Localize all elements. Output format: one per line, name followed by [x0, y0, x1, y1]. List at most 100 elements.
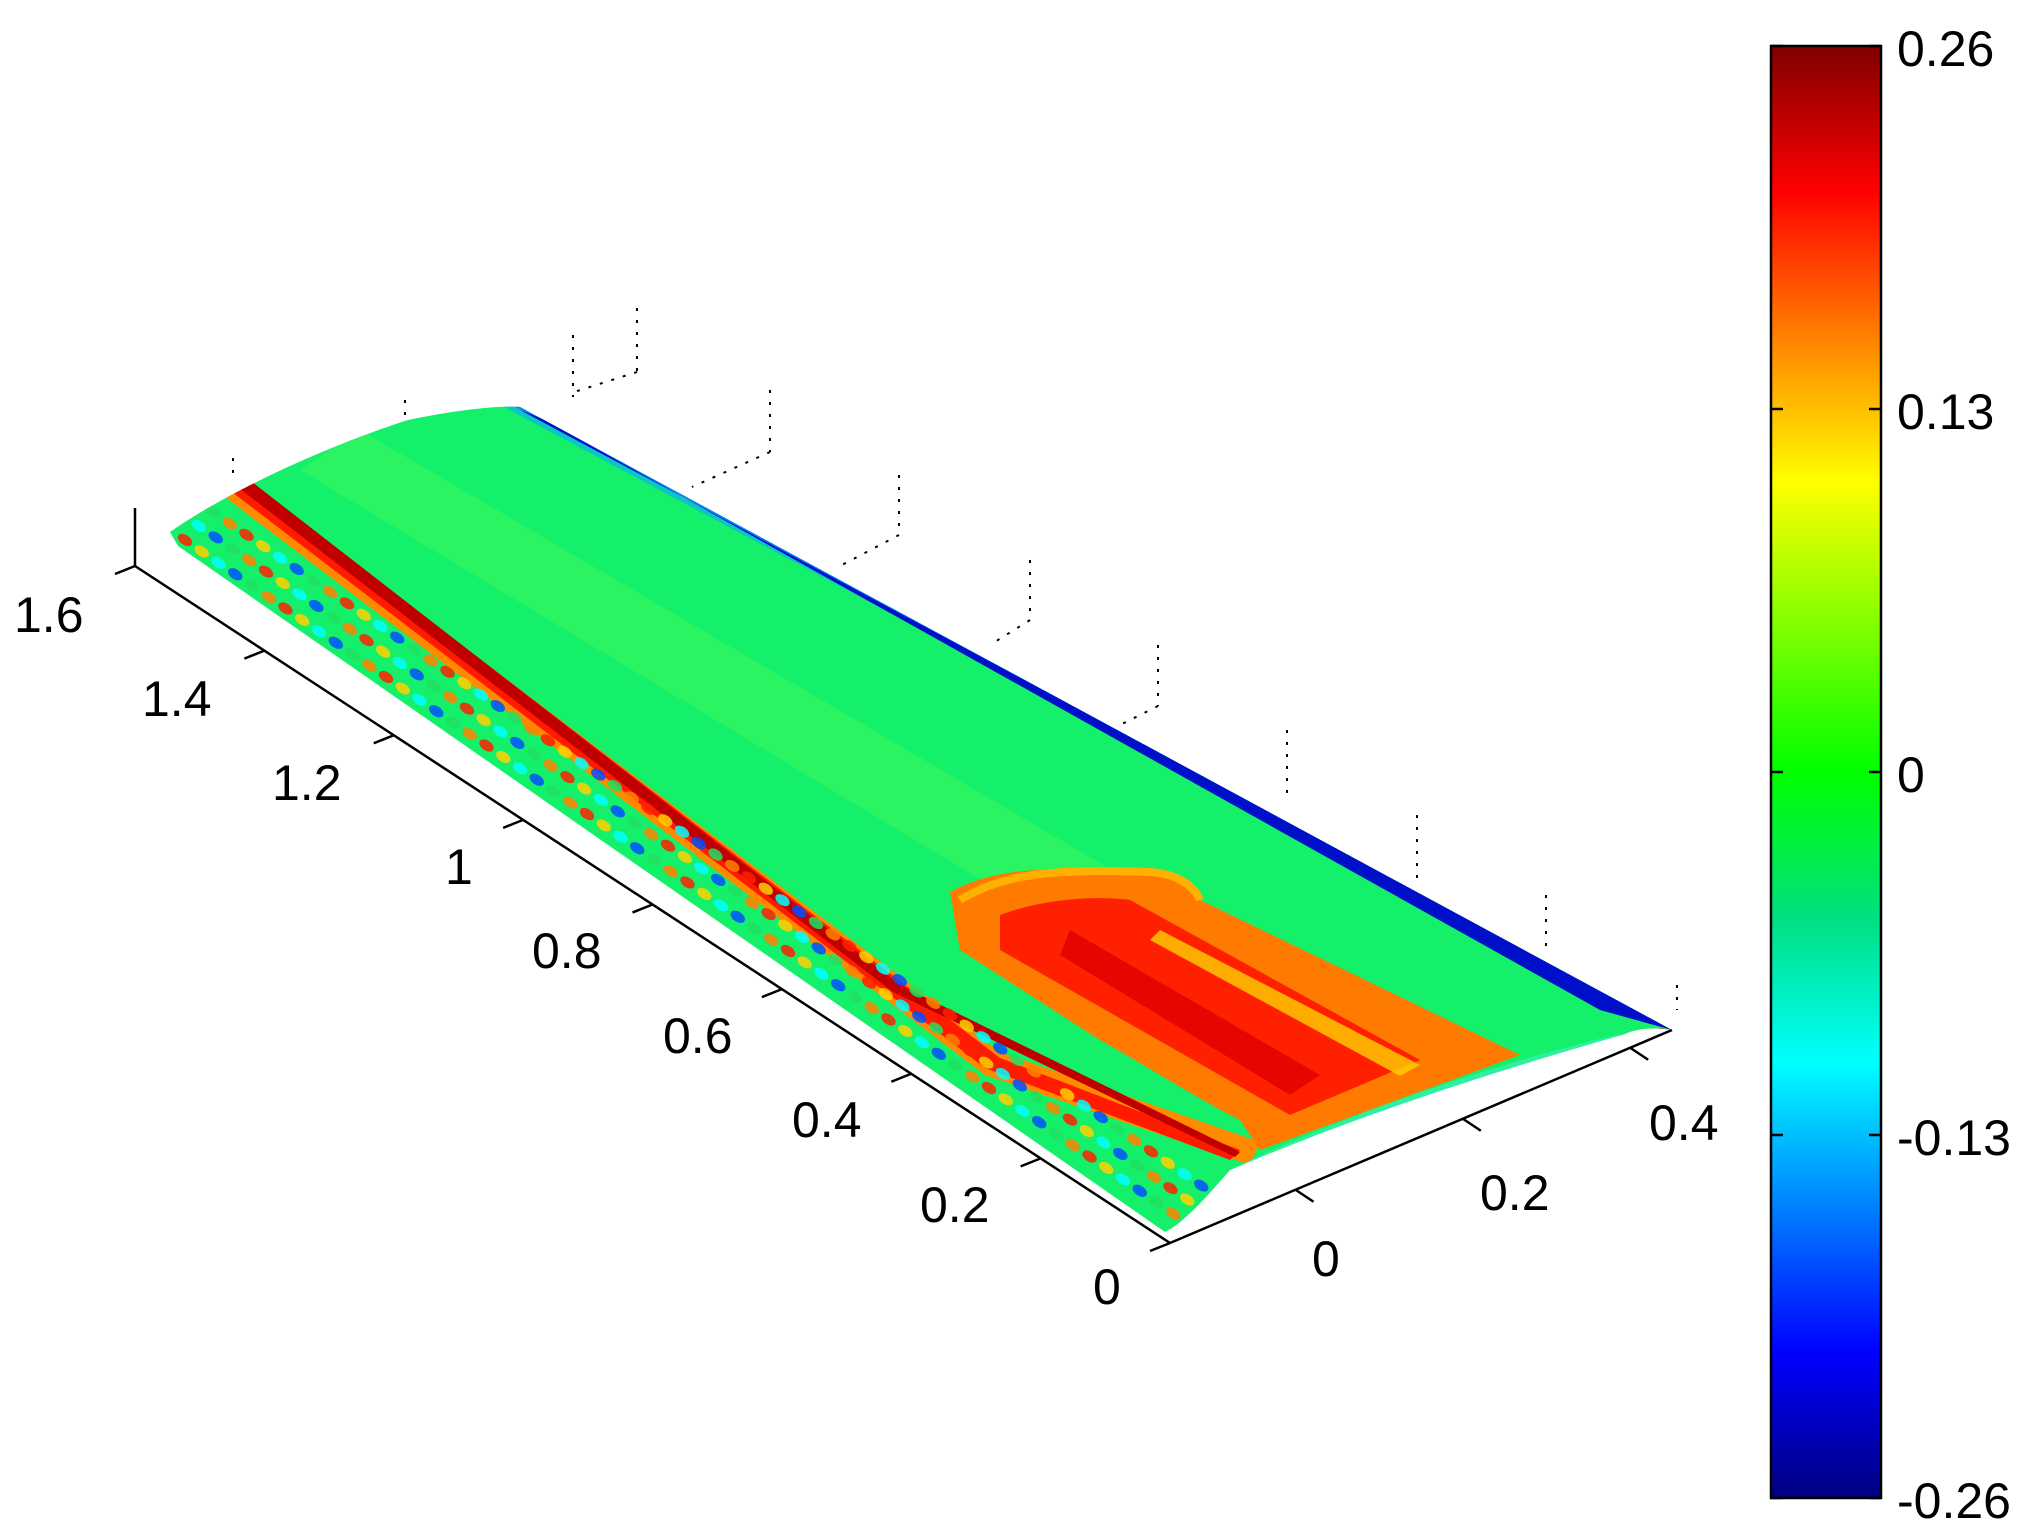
oscillation-cell [412, 693, 427, 706]
oscillation-cell [825, 928, 840, 941]
oscillation-cell [775, 894, 790, 907]
oscillation-cell [373, 620, 388, 633]
oscillation-cell [177, 533, 193, 547]
oscillation-cell [493, 725, 508, 738]
oscillation-cell [660, 839, 676, 852]
oscillation-cell [613, 830, 628, 843]
oscillation-cell [457, 677, 472, 690]
oscillation-cell [663, 864, 678, 878]
oscillation-cell [981, 1081, 997, 1095]
oscillation-cell [395, 682, 410, 695]
oscillation-cell [1143, 1145, 1159, 1158]
span-tick-label: 0.6 [663, 1008, 733, 1064]
oscillation-cell [713, 899, 729, 912]
oscillation-cell [892, 973, 907, 987]
oscillation-cell [995, 1067, 1011, 1081]
oscillation-cell [1177, 1168, 1192, 1181]
control-surface [957, 866, 1204, 904]
span-axis-tick [1020, 1157, 1042, 1168]
oscillation-cell [462, 727, 477, 741]
colorbar-tick-label: 0.26 [1897, 21, 1994, 77]
oscillation-cell [1113, 1147, 1128, 1161]
oscillation-cell [859, 951, 874, 964]
control-surface [1060, 930, 1320, 1095]
oscillation-cell [426, 679, 441, 692]
oscillation-cell [311, 625, 327, 638]
root-edge-accent [1640, 1028, 1672, 1040]
colorbar-ticks [1771, 44, 1881, 1500]
oscillation-cell [942, 1008, 958, 1021]
hidden-axis-edges [232, 308, 1678, 1010]
oscillation-cell [191, 519, 207, 533]
oscillation-cell [490, 699, 505, 713]
oscillation-cell [1096, 1136, 1111, 1149]
oscillation-cell [1129, 1159, 1145, 1172]
oscillation-cell [808, 916, 824, 930]
oscillation-cell [208, 531, 223, 544]
chord-axis-ticks [1294, 1046, 1649, 1203]
oscillation-cell [244, 579, 260, 592]
span-tick-label: 0 [1093, 1259, 1121, 1315]
oscillation-cell [390, 631, 405, 644]
oscillation-cell [764, 933, 779, 946]
oscillation-cell [1065, 1138, 1080, 1152]
oscillation-cell [1093, 1110, 1108, 1124]
oscillation-cell [362, 659, 377, 672]
oscillation-cell [945, 1033, 960, 1046]
oscillation-cell [646, 853, 662, 866]
control-surface [1150, 930, 1420, 1076]
oscillation-cell [697, 887, 712, 901]
oscillation-cell [928, 1022, 944, 1035]
span-tick-label: 1.2 [272, 755, 342, 811]
chord-axis-tick [1629, 1046, 1649, 1061]
span-tick-label: 1.4 [142, 671, 212, 727]
oscillation-cell [306, 574, 321, 587]
span-tick-label: 0.8 [532, 923, 602, 979]
oscillation-cell [1146, 1170, 1161, 1183]
oscillation-cell [993, 1042, 1008, 1055]
oscillation-cell [278, 602, 293, 615]
oscillation-cell [861, 976, 877, 989]
chord-axis-line [1169, 1028, 1673, 1245]
oscillation-cell [557, 745, 572, 758]
oscillation-cell [1032, 1116, 1047, 1129]
oscillation-cell [1163, 1182, 1178, 1195]
oscillation-cell [998, 1093, 1013, 1106]
oscillation-cell [691, 836, 706, 850]
oscillation-cell [378, 670, 394, 684]
span-tick-label: 0.4 [792, 1092, 862, 1148]
oscillation-cell [359, 634, 374, 647]
oscillation-cell [345, 648, 360, 661]
colorbar-tick-label: -0.13 [1897, 1110, 2011, 1166]
chord-axis-tick [1294, 1188, 1315, 1203]
oscillation-cell [228, 568, 243, 581]
oscillation-cell [563, 796, 578, 809]
oscillation-cell [811, 942, 826, 955]
oscillation-cell [194, 545, 209, 558]
oscillation-cell [1046, 1102, 1061, 1115]
oscillation-cell [761, 908, 776, 921]
oscillation-cell [677, 850, 692, 864]
oscillation-cell [309, 599, 324, 613]
oscillation-cell [1009, 1053, 1025, 1067]
oscillation-cell [741, 871, 757, 884]
chord-tick-label: 0.4 [1649, 1095, 1719, 1151]
oscillation-cell [658, 814, 673, 827]
oscillation-cell [711, 873, 726, 887]
oscillation-cell [630, 842, 645, 855]
oscillation-cell [423, 654, 438, 667]
oscillation-cell [406, 642, 422, 656]
oscillation-cell [429, 705, 444, 718]
oscillation-cell [976, 1031, 991, 1044]
span-tick-label: 1 [445, 839, 473, 895]
oscillation-cell [1015, 1104, 1030, 1117]
oscillation-cell [641, 802, 656, 815]
chord-tick-label: 0 [1312, 1231, 1340, 1287]
span-axis-tick [1149, 1241, 1171, 1253]
span-axis-tick [373, 734, 395, 745]
oscillation-cell [931, 1047, 946, 1060]
span-axis-tick [502, 818, 524, 830]
oscillation-cell [1127, 1133, 1142, 1147]
oscillation-cell [948, 1059, 963, 1072]
